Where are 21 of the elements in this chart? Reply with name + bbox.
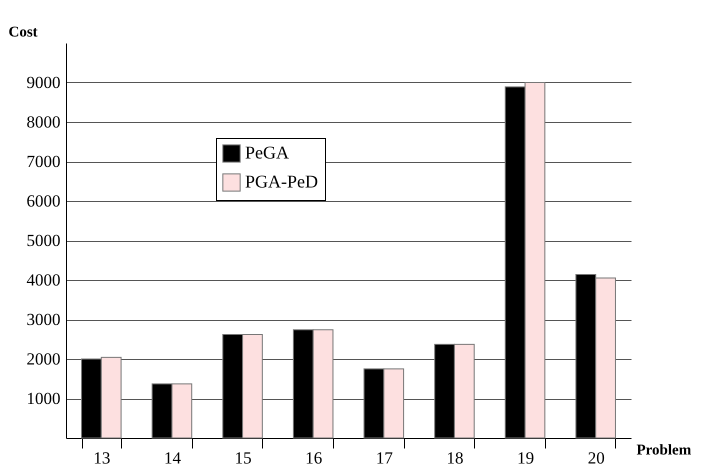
- y-tick-label: 6000: [26, 192, 60, 210]
- y-tick-label: 1000: [26, 389, 60, 408]
- x-tick-label: 13: [93, 448, 110, 464]
- y-axis-title: Cost: [8, 24, 38, 40]
- x-tick-label: 18: [446, 448, 464, 464]
- y-tick-label: 4000: [26, 270, 60, 290]
- y-tick-label: 9000: [26, 73, 60, 92]
- x-tick-label: 19: [517, 448, 534, 464]
- x-tick-label: 14: [164, 448, 182, 464]
- y-tick-label: 3000: [26, 310, 60, 329]
- legend-label: PeGA: [245, 142, 289, 162]
- x-tick-label: 17: [376, 448, 394, 464]
- y-tick-label: 7000: [26, 152, 60, 171]
- y-tick-label: 5000: [26, 231, 60, 250]
- y-tick-label: 2000: [26, 350, 60, 368]
- y-tick-label: 8000: [26, 112, 60, 132]
- x-axis-title: Problem: [636, 442, 692, 458]
- legend-label: PGA-PeD: [245, 172, 318, 192]
- x-tick-label: 16: [305, 448, 322, 464]
- x-tick-label: 20: [588, 448, 605, 464]
- x-tick-label: 15: [234, 448, 252, 464]
